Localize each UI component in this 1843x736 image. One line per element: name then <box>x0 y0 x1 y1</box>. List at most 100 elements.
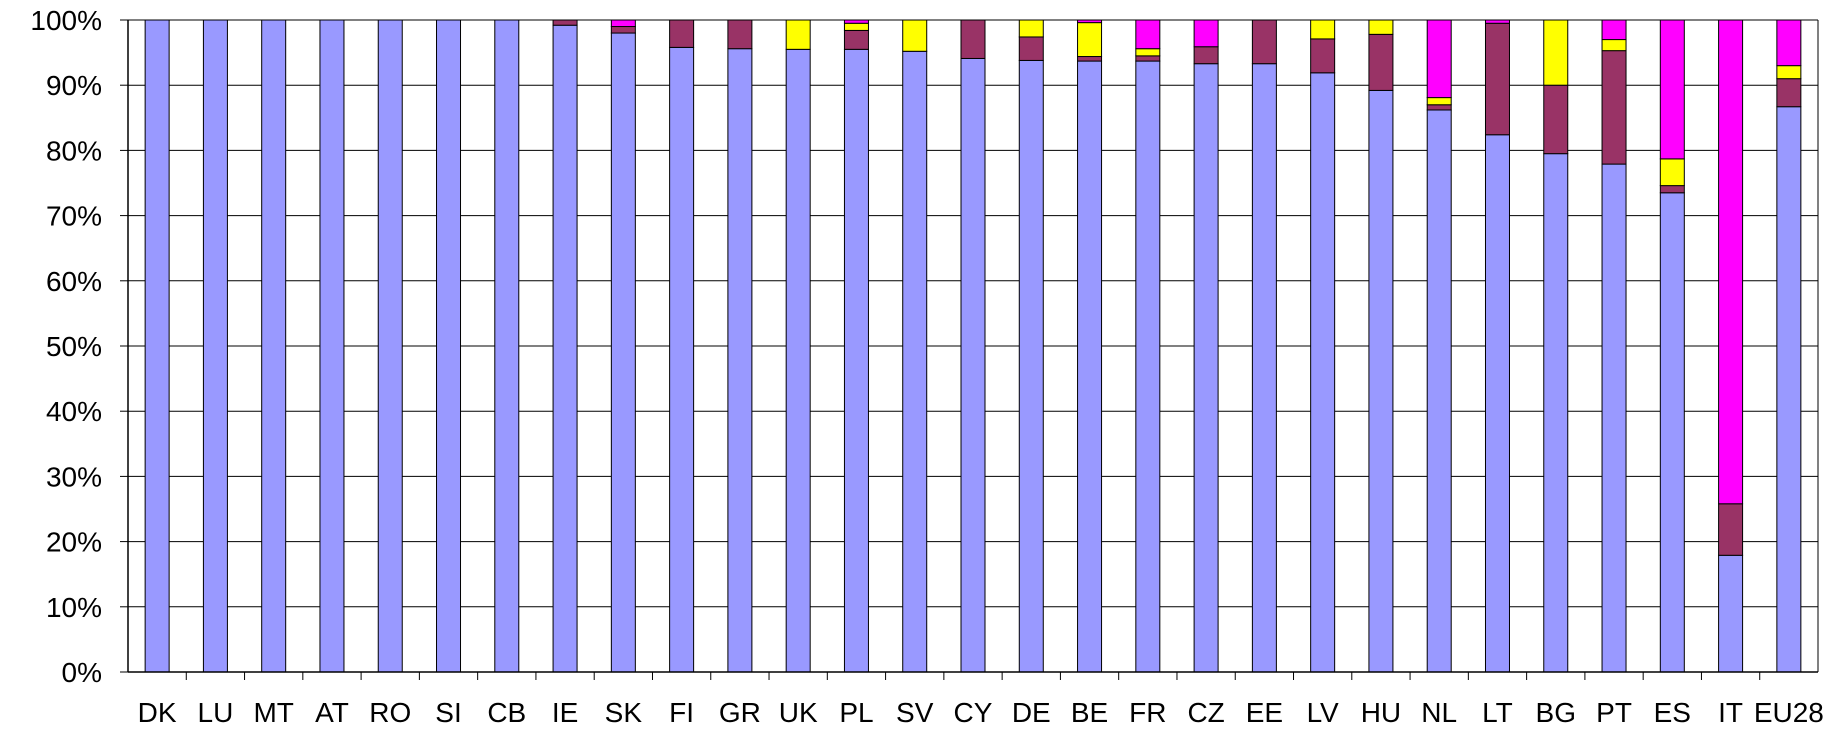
bar-segment-es-1 <box>1659 185 1685 194</box>
bar-segment-cz-1 <box>1193 46 1219 65</box>
bar-segment-eu28-3 <box>1776 19 1802 67</box>
bar-segment-es-2 <box>1659 158 1685 187</box>
bar-segment-be-0 <box>1077 60 1103 673</box>
bar-segment-be-2 <box>1077 22 1103 58</box>
x-tick-label: SI <box>435 697 461 728</box>
x-tick-label: CZ <box>1187 697 1224 728</box>
x-tick-label: LT <box>1482 697 1513 728</box>
bar-segment-cb-0 <box>494 19 520 673</box>
bar-segment-dk-0 <box>144 19 170 673</box>
y-tick-label: 30% <box>46 461 102 492</box>
bar-segment-pt-0 <box>1601 163 1627 673</box>
bar-segment-ie-1 <box>552 19 578 26</box>
bar-segment-lu-0 <box>202 19 228 673</box>
bar-segment-gr-0 <box>727 48 753 673</box>
bar-segment-lv-2 <box>1310 19 1336 40</box>
x-tick-label: IT <box>1718 697 1743 728</box>
x-tick-label: PL <box>839 697 873 728</box>
y-tick-label: 40% <box>46 396 102 427</box>
x-tick-label: NL <box>1421 697 1457 728</box>
bar-segment-cz-3 <box>1193 19 1219 48</box>
bar-segment-pt-1 <box>1601 50 1627 165</box>
bar-segment-ee-0 <box>1251 63 1277 673</box>
bar-segment-nl-3 <box>1426 19 1452 99</box>
bar-segment-lt-0 <box>1484 134 1510 673</box>
bar-segment-cy-0 <box>960 57 986 673</box>
bar-segment-nl-2 <box>1426 97 1452 106</box>
bar-segment-hu-2 <box>1368 19 1394 35</box>
y-tick-label: 70% <box>46 201 102 232</box>
bar-segment-be-1 <box>1077 56 1103 62</box>
bar-segment-nl-0 <box>1426 109 1452 673</box>
bar-segment-de-1 <box>1018 36 1044 61</box>
x-tick-label: DE <box>1012 697 1051 728</box>
x-tick-label: GR <box>719 697 761 728</box>
y-tick-label: 0% <box>62 657 102 688</box>
axes <box>120 19 1819 680</box>
x-tick-label: BE <box>1071 697 1108 728</box>
bar-segment-lt-3 <box>1484 19 1510 24</box>
bars <box>144 19 1802 673</box>
x-tick-label: MT <box>253 697 293 728</box>
x-tick-label: PT <box>1596 697 1632 728</box>
bar-segment-sk-1 <box>610 26 636 34</box>
y-tick-labels: 0% 10% 20% 30% 40% 50% 60% 70% 80% 90% 100% <box>30 5 102 688</box>
x-tick-label: ES <box>1654 697 1691 728</box>
bar-segment-de-2 <box>1018 19 1044 38</box>
bar-segment-pt-3 <box>1601 19 1627 41</box>
bar-segment-sv-0 <box>902 50 928 673</box>
bar-segment-be-3 <box>1077 19 1103 24</box>
x-tick-label: CY <box>954 697 993 728</box>
x-tick-label: IE <box>552 697 578 728</box>
bar-segment-pl-2 <box>843 22 869 31</box>
bar-segment-lv-0 <box>1310 72 1336 673</box>
bar-segment-fi-1 <box>669 19 695 48</box>
bar-segment-at-0 <box>319 19 345 673</box>
bar-segment-sv-2 <box>902 19 928 52</box>
bar-segment-nl-1 <box>1426 104 1452 111</box>
bar-segment-fr-3 <box>1135 19 1161 50</box>
bar-segment-it-0 <box>1718 554 1744 673</box>
bar-segment-it-1 <box>1718 503 1744 556</box>
bar-segment-hu-1 <box>1368 33 1394 91</box>
bar-segment-hu-0 <box>1368 89 1394 673</box>
bar-segment-bg-2 <box>1543 19 1569 86</box>
bar-segment-fr-2 <box>1135 48 1161 57</box>
y-tick-label: 100% <box>30 5 102 36</box>
x-tick-label: AT <box>315 697 349 728</box>
bar-segment-bg-0 <box>1543 153 1569 673</box>
bar-segment-ie-0 <box>552 24 578 673</box>
x-tick-label: DK <box>138 697 177 728</box>
bar-segment-lv-1 <box>1310 38 1336 74</box>
y-tick-label: 80% <box>46 135 102 166</box>
bar-segment-eu28-1 <box>1776 78 1802 108</box>
bar-segment-it-3 <box>1718 19 1744 505</box>
bar-segment-gr-1 <box>727 19 753 50</box>
bar-segment-eu28-0 <box>1776 106 1802 673</box>
bar-segment-uk-0 <box>785 48 811 673</box>
bar-segment-es-3 <box>1659 19 1685 160</box>
x-tick-label: LU <box>198 697 234 728</box>
bar-segment-sk-3 <box>610 19 636 28</box>
x-tick-label: RO <box>369 697 411 728</box>
x-tick-label: FR <box>1129 697 1166 728</box>
x-tick-label: EE <box>1246 697 1283 728</box>
x-tick-label: LV <box>1307 697 1339 728</box>
x-tick-label: SK <box>605 697 643 728</box>
bar-segment-lt-1 <box>1484 22 1510 136</box>
y-tick-label: 20% <box>46 527 102 558</box>
x-tick-label: HU <box>1361 697 1401 728</box>
x-tick-label: BG <box>1536 697 1576 728</box>
bar-segment-ro-0 <box>377 19 403 673</box>
bar-segment-pl-0 <box>843 48 869 673</box>
bar-segment-pl-3 <box>843 19 869 24</box>
bar-segment-cy-1 <box>960 19 986 59</box>
y-tick-label: 60% <box>46 266 102 297</box>
x-tick-label: SV <box>896 697 934 728</box>
x-tick-label: UK <box>779 697 818 728</box>
bar-segment-mt-0 <box>261 19 287 673</box>
bar-segment-sk-0 <box>610 32 636 673</box>
bar-segment-si-0 <box>436 19 462 673</box>
bar-segment-de-0 <box>1018 59 1044 673</box>
